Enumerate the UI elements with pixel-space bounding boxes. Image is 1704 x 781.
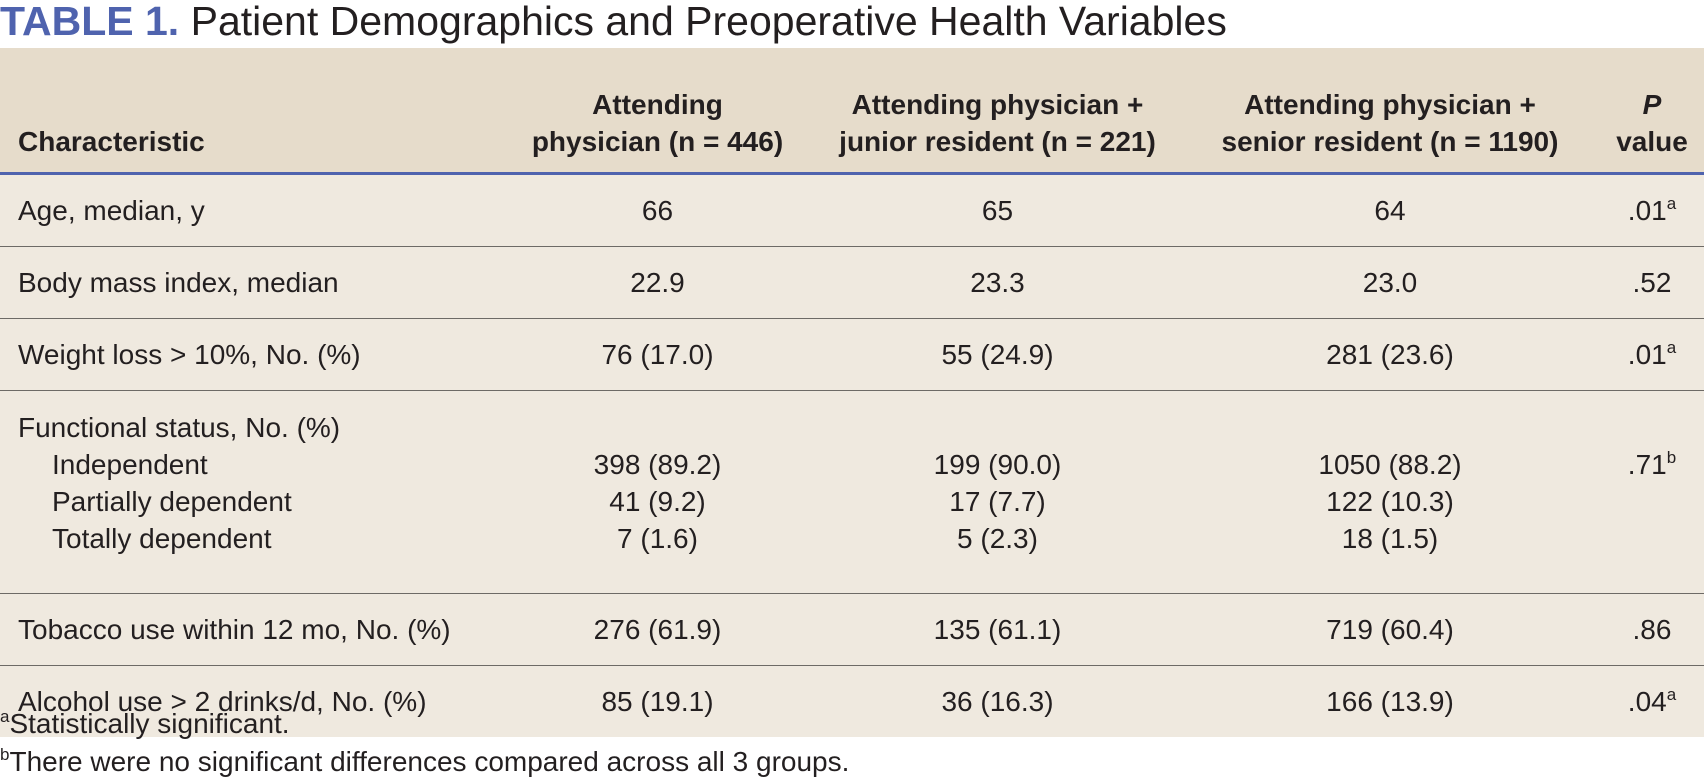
cell-attending-senior: 64 [1180, 173, 1600, 247]
cell-attending-senior: 1050 (88.2) 122 (10.3) 18 (1.5) [1180, 390, 1600, 594]
header-line: physician (n = 446) [531, 126, 784, 157]
table-number: TABLE 1. [0, 0, 180, 44]
sub-label: Partially dependent [52, 486, 292, 517]
cell-attending: 22.9 [500, 246, 815, 319]
cell-attending: 276 (61.9) [500, 593, 815, 666]
sub-value: 7 (1.6) [617, 523, 698, 554]
p-value: .71 [1627, 449, 1667, 480]
sub-value: 122 (10.3) [1326, 486, 1454, 517]
cell-p-value: .52 [1600, 246, 1704, 319]
cell-attending-junior: 65 [815, 173, 1180, 247]
cell-attending-junior: 199 (90.0) 17 (7.7) 5 (2.3) [815, 390, 1180, 594]
cell-attending-junior: 36 (16.3) [941, 686, 1054, 717]
cell-p-value: .86 [1600, 593, 1704, 666]
p-value: .01 [1627, 339, 1667, 370]
sub-value: 199 (90.0) [933, 449, 1062, 480]
cell-attending: 66 [500, 173, 815, 247]
cell-p-value: .01a [1600, 318, 1704, 391]
row-label: Functional status, No. (%) Independent P… [0, 390, 500, 594]
table-row: Tobacco use within 12 mo, No. (%) 276 (6… [0, 593, 1704, 666]
cell-p-value: .04a [1600, 666, 1704, 738]
sub-value: 18 (1.5) [1341, 523, 1439, 554]
footnotes: aStatistically significant. bThere were … [0, 705, 1704, 781]
sub-value: 1050 (88.2) [1318, 449, 1462, 480]
table-row-functional-status: Functional status, No. (%) Independent P… [0, 390, 1704, 594]
table-row: Age, median, y 66 65 64 .01a [0, 173, 1704, 247]
header-row: Characteristic Attending physician (n = … [0, 48, 1704, 175]
cell-p-value: .71b [1600, 390, 1704, 594]
header-line: Attending [592, 89, 723, 120]
table-title: TABLE 1. Patient Demographics and Preope… [0, 0, 1227, 48]
header-p-value: P value [1600, 48, 1704, 175]
footnote-mark: a [0, 707, 10, 726]
footnote-a: aStatistically significant. [0, 705, 1704, 743]
cell-attending-senior: 281 (23.6) [1180, 318, 1600, 391]
footnote-mark: a [1666, 194, 1677, 213]
table-row: Alcohol use > 2 drinks/d, No. (%) 85 (19… [0, 665, 1704, 738]
footnote-b: bThere were no significant differences c… [0, 743, 1704, 781]
footnote-mark: a [1666, 338, 1677, 357]
sub-value: 398 (89.2) [593, 449, 722, 480]
sub-value: 5 (2.3) [957, 523, 1038, 554]
cell-attending-senior: 23.0 [1180, 246, 1600, 319]
footnote-mark: a [1666, 685, 1677, 704]
header-line: junior resident (n = 221) [839, 126, 1156, 157]
row-label: Weight loss > 10%, No. (%) [0, 318, 500, 391]
header-attending-senior: Attending physician + senior resident (n… [1180, 48, 1600, 175]
p-value: .86 [1632, 614, 1672, 645]
cell-attending-junior: 135 (61.1) [815, 593, 1180, 666]
cell-attending: 85 (19.1) [601, 686, 714, 717]
row-label: Alcohol use > 2 drinks/d, No. (%) [18, 686, 427, 717]
footnote-text: There were no significant differences co… [9, 746, 850, 777]
sub-value: 17 (7.7) [949, 486, 1046, 517]
demographics-table: Characteristic Attending physician (n = … [0, 48, 1704, 737]
header-p-word: value [1616, 126, 1688, 157]
group-label: Functional status, No. (%) [18, 412, 341, 443]
cell-attending: 76 (17.0) [500, 318, 815, 391]
sub-label: Totally dependent [52, 523, 272, 554]
footnote-mark: b [1666, 448, 1677, 467]
table-row: Body mass index, median 22.9 23.3 23.0 .… [0, 246, 1704, 319]
header-characteristic: Characteristic [0, 48, 500, 175]
cell-attending: 398 (89.2) 41 (9.2) 7 (1.6) [500, 390, 815, 594]
table-caption: Patient Demographics and Preoperative He… [190, 0, 1227, 44]
p-value: .04 [1627, 686, 1667, 717]
header-line: Attending physician + [851, 89, 1144, 120]
sub-label: Independent [52, 449, 208, 480]
footnote-text: Statistically significant. [9, 708, 290, 739]
row-label: Tobacco use within 12 mo, No. (%) [0, 593, 500, 666]
sub-value: 41 (9.2) [609, 486, 706, 517]
cell-p-value: .01a [1600, 173, 1704, 247]
cell-attending-senior: 719 (60.4) [1180, 593, 1600, 666]
table-row: Weight loss > 10%, No. (%) 76 (17.0) 55 … [0, 318, 1704, 391]
cell-attending-junior: 55 (24.9) [815, 318, 1180, 391]
cell-attending-senior: 166 (13.9) [1326, 686, 1454, 717]
row-label: Body mass index, median [0, 246, 500, 319]
header-attending-junior: Attending physician + junior resident (n… [815, 48, 1180, 175]
cell-attending-junior: 23.3 [815, 246, 1180, 319]
header-line: senior resident (n = 1190) [1221, 126, 1559, 157]
p-value: .52 [1632, 267, 1672, 298]
header-line: Attending physician + [1244, 89, 1536, 120]
p-value: .01 [1627, 195, 1667, 226]
header-attending: Attending physician (n = 446) [500, 48, 815, 175]
header-p-italic: P [1642, 89, 1662, 120]
footnote-mark: b [0, 745, 10, 764]
row-label: Age, median, y [0, 173, 500, 247]
